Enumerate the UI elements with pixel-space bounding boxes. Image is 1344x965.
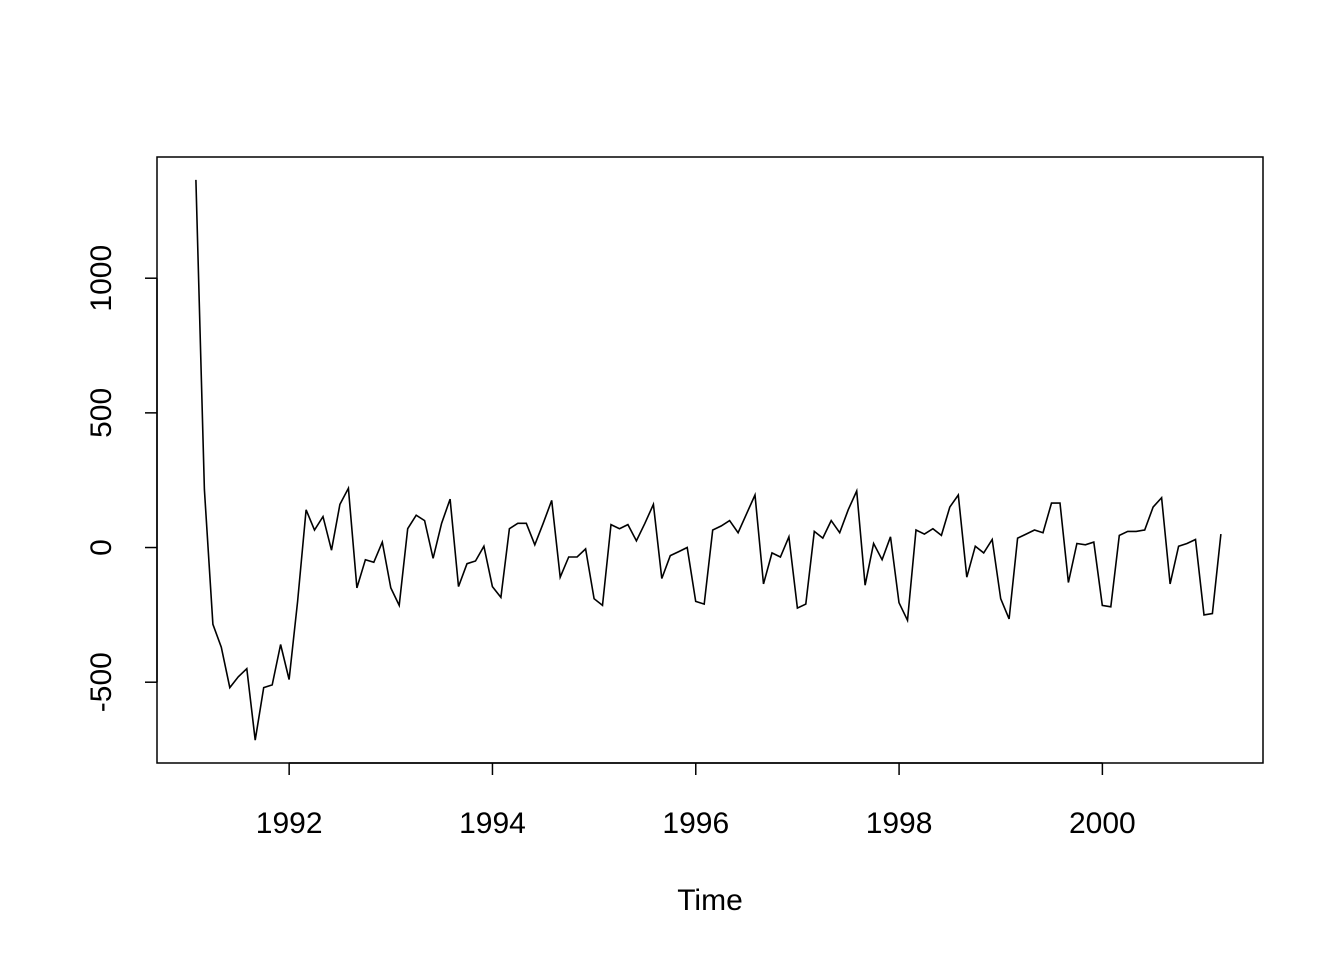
series-line [195, 179, 1222, 741]
x-tick-label: 1992 [256, 807, 323, 840]
x-axis-label: Time [677, 884, 743, 917]
x-tick-label: 1998 [866, 807, 933, 840]
x-tick-label: 1994 [459, 807, 526, 840]
x-tick-label: 2000 [1069, 807, 1136, 840]
y-tick-label: 500 [85, 388, 118, 438]
x-tick-label: 1996 [662, 807, 729, 840]
plot-frame [156, 156, 1264, 764]
y-tick-label: 1000 [85, 245, 118, 312]
y-axis: -500 0 500 1000 [85, 245, 158, 712]
x-axis: 1992 1994 1996 1998 2000 [256, 762, 1136, 840]
y-tick-label: -500 [85, 652, 118, 712]
y-tick-label: 0 [85, 539, 118, 556]
